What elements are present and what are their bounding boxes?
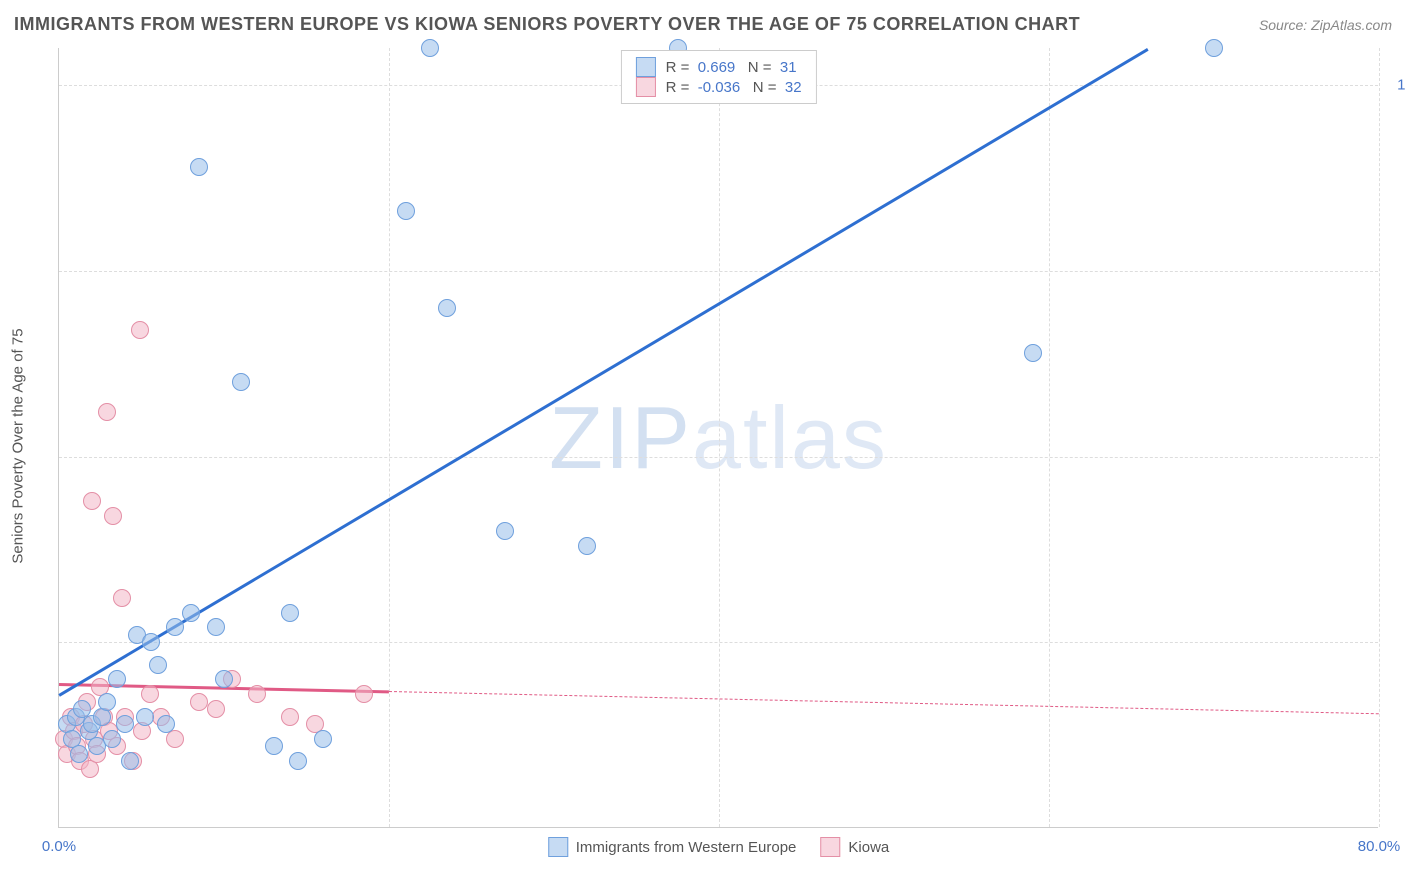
gridline-v	[1049, 48, 1050, 827]
data-point-blue	[70, 745, 88, 763]
data-point-blue	[578, 537, 596, 555]
data-point-blue	[397, 202, 415, 220]
series-legend-item-blue: Immigrants from Western Europe	[548, 837, 797, 857]
watermark-main: ZIP	[549, 388, 692, 487]
data-point-pink	[355, 685, 373, 703]
data-point-blue	[149, 656, 167, 674]
data-point-blue	[142, 633, 160, 651]
data-point-blue	[1024, 344, 1042, 362]
stats-legend-row-blue: R = 0.669 N = 31	[635, 57, 801, 77]
y-tick-label: 75.0%	[1388, 262, 1406, 279]
data-point-blue	[103, 730, 121, 748]
y-tick-label: 100.0%	[1388, 77, 1406, 94]
source-text: Source: ZipAtlas.com	[1259, 17, 1392, 33]
data-point-blue	[289, 752, 307, 770]
gridline-v	[389, 48, 390, 827]
stats-legend-text: R = 0.669 N = 31	[661, 59, 796, 76]
x-tick-label: 0.0%	[42, 838, 76, 855]
data-point-blue	[157, 715, 175, 733]
y-tick-label: 50.0%	[1388, 448, 1406, 465]
x-tick-label: 80.0%	[1358, 838, 1401, 855]
data-point-pink	[131, 321, 149, 339]
stats-legend-text: R = -0.036 N = 32	[661, 79, 801, 96]
data-point-blue	[421, 39, 439, 57]
trend-line-blue	[58, 48, 1148, 696]
y-tick-label: 25.0%	[1388, 634, 1406, 651]
data-point-blue	[281, 604, 299, 622]
data-point-blue	[265, 737, 283, 755]
series-legend-label: Kiowa	[848, 839, 889, 856]
data-point-pink	[281, 708, 299, 726]
legend-swatch-pink	[635, 77, 655, 97]
data-point-blue	[232, 373, 250, 391]
data-point-pink	[83, 492, 101, 510]
data-point-blue	[108, 670, 126, 688]
data-point-blue	[98, 693, 116, 711]
legend-swatch-blue	[548, 837, 568, 857]
gridline-v	[719, 48, 720, 827]
trend-line-pink-dashed	[389, 691, 1379, 714]
data-point-pink	[248, 685, 266, 703]
data-point-pink	[141, 685, 159, 703]
plot-area: ZIPatlas 25.0%50.0%75.0%100.0%0.0%80.0% …	[58, 48, 1378, 828]
legend-swatch-pink	[820, 837, 840, 857]
data-point-blue	[166, 618, 184, 636]
data-point-pink	[190, 693, 208, 711]
data-point-blue	[207, 618, 225, 636]
stats-legend: R = 0.669 N = 31 R = -0.036 N = 32	[620, 50, 816, 104]
data-point-pink	[207, 700, 225, 718]
data-point-pink	[113, 589, 131, 607]
watermark-sub: atlas	[692, 388, 888, 487]
series-legend-label: Immigrants from Western Europe	[576, 839, 797, 856]
data-point-blue	[314, 730, 332, 748]
data-point-blue	[215, 670, 233, 688]
data-point-blue	[190, 158, 208, 176]
y-axis-label: Seniors Poverty Over the Age of 75	[10, 328, 27, 563]
stats-legend-row-pink: R = -0.036 N = 32	[635, 77, 801, 97]
data-point-blue	[121, 752, 139, 770]
chart-title: IMMIGRANTS FROM WESTERN EUROPE VS KIOWA …	[14, 14, 1080, 35]
data-point-blue	[136, 708, 154, 726]
data-point-blue	[1205, 39, 1223, 57]
series-legend-item-pink: Kiowa	[820, 837, 889, 857]
legend-swatch-blue	[635, 57, 655, 77]
data-point-blue	[182, 604, 200, 622]
gridline-v	[1379, 48, 1380, 827]
data-point-blue	[116, 715, 134, 733]
data-point-pink	[98, 403, 116, 421]
data-point-blue	[496, 522, 514, 540]
data-point-blue	[438, 299, 456, 317]
series-legend: Immigrants from Western Europe Kiowa	[548, 837, 890, 857]
data-point-pink	[104, 507, 122, 525]
